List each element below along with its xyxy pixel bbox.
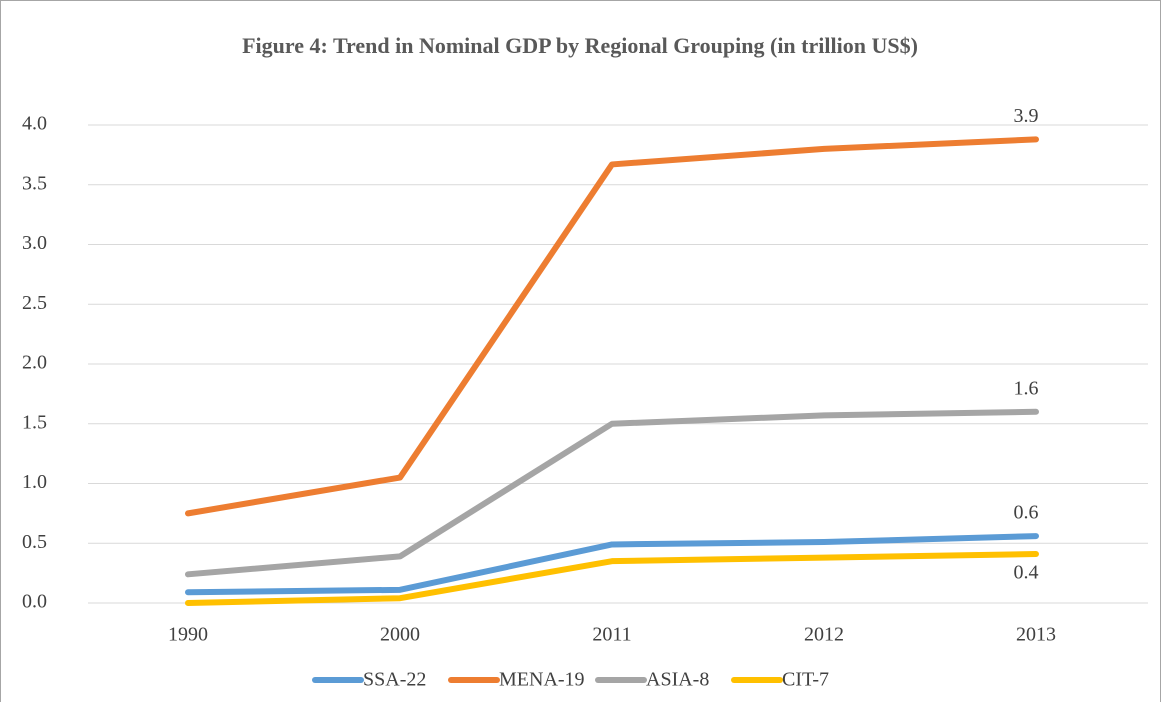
- x-tick-label: 2011: [592, 624, 631, 646]
- data-line: [185, 136, 1039, 517]
- x-tick-label: 2000: [380, 624, 420, 646]
- data-label: 3.9: [1014, 105, 1039, 127]
- chart-title: Figure 4: Trend in Nominal GDP by Region…: [242, 33, 918, 58]
- y-tick-label: 0.0: [22, 591, 47, 613]
- y-tick-label: 2.0: [22, 352, 47, 374]
- y-tick-label: 3.5: [22, 172, 47, 194]
- legend-label: ASIA-8: [646, 669, 709, 691]
- legend-label: MENA-19: [499, 669, 585, 691]
- data-line: [185, 408, 1039, 578]
- legend-label: CIT-7: [782, 669, 829, 691]
- data-line: [185, 533, 1039, 596]
- x-tick-label: 1990: [168, 624, 208, 646]
- x-tick-label: 2012: [804, 624, 844, 646]
- y-tick-label: 3.0: [22, 232, 47, 254]
- y-tick-label: 1.5: [22, 411, 47, 433]
- y-tick-label: 1.0: [22, 471, 47, 493]
- y-tick-label: 0.5: [22, 531, 47, 553]
- data-label: 1.6: [1014, 377, 1039, 399]
- data-label: 0.6: [1014, 502, 1039, 524]
- y-tick-label: 4.0: [22, 113, 47, 135]
- data-line: [185, 551, 1039, 606]
- x-tick-label: 2013: [1016, 624, 1056, 646]
- y-tick-label: 2.5: [22, 292, 47, 314]
- legend-label: SSA-22: [363, 669, 426, 691]
- data-label: 0.4: [1014, 562, 1039, 584]
